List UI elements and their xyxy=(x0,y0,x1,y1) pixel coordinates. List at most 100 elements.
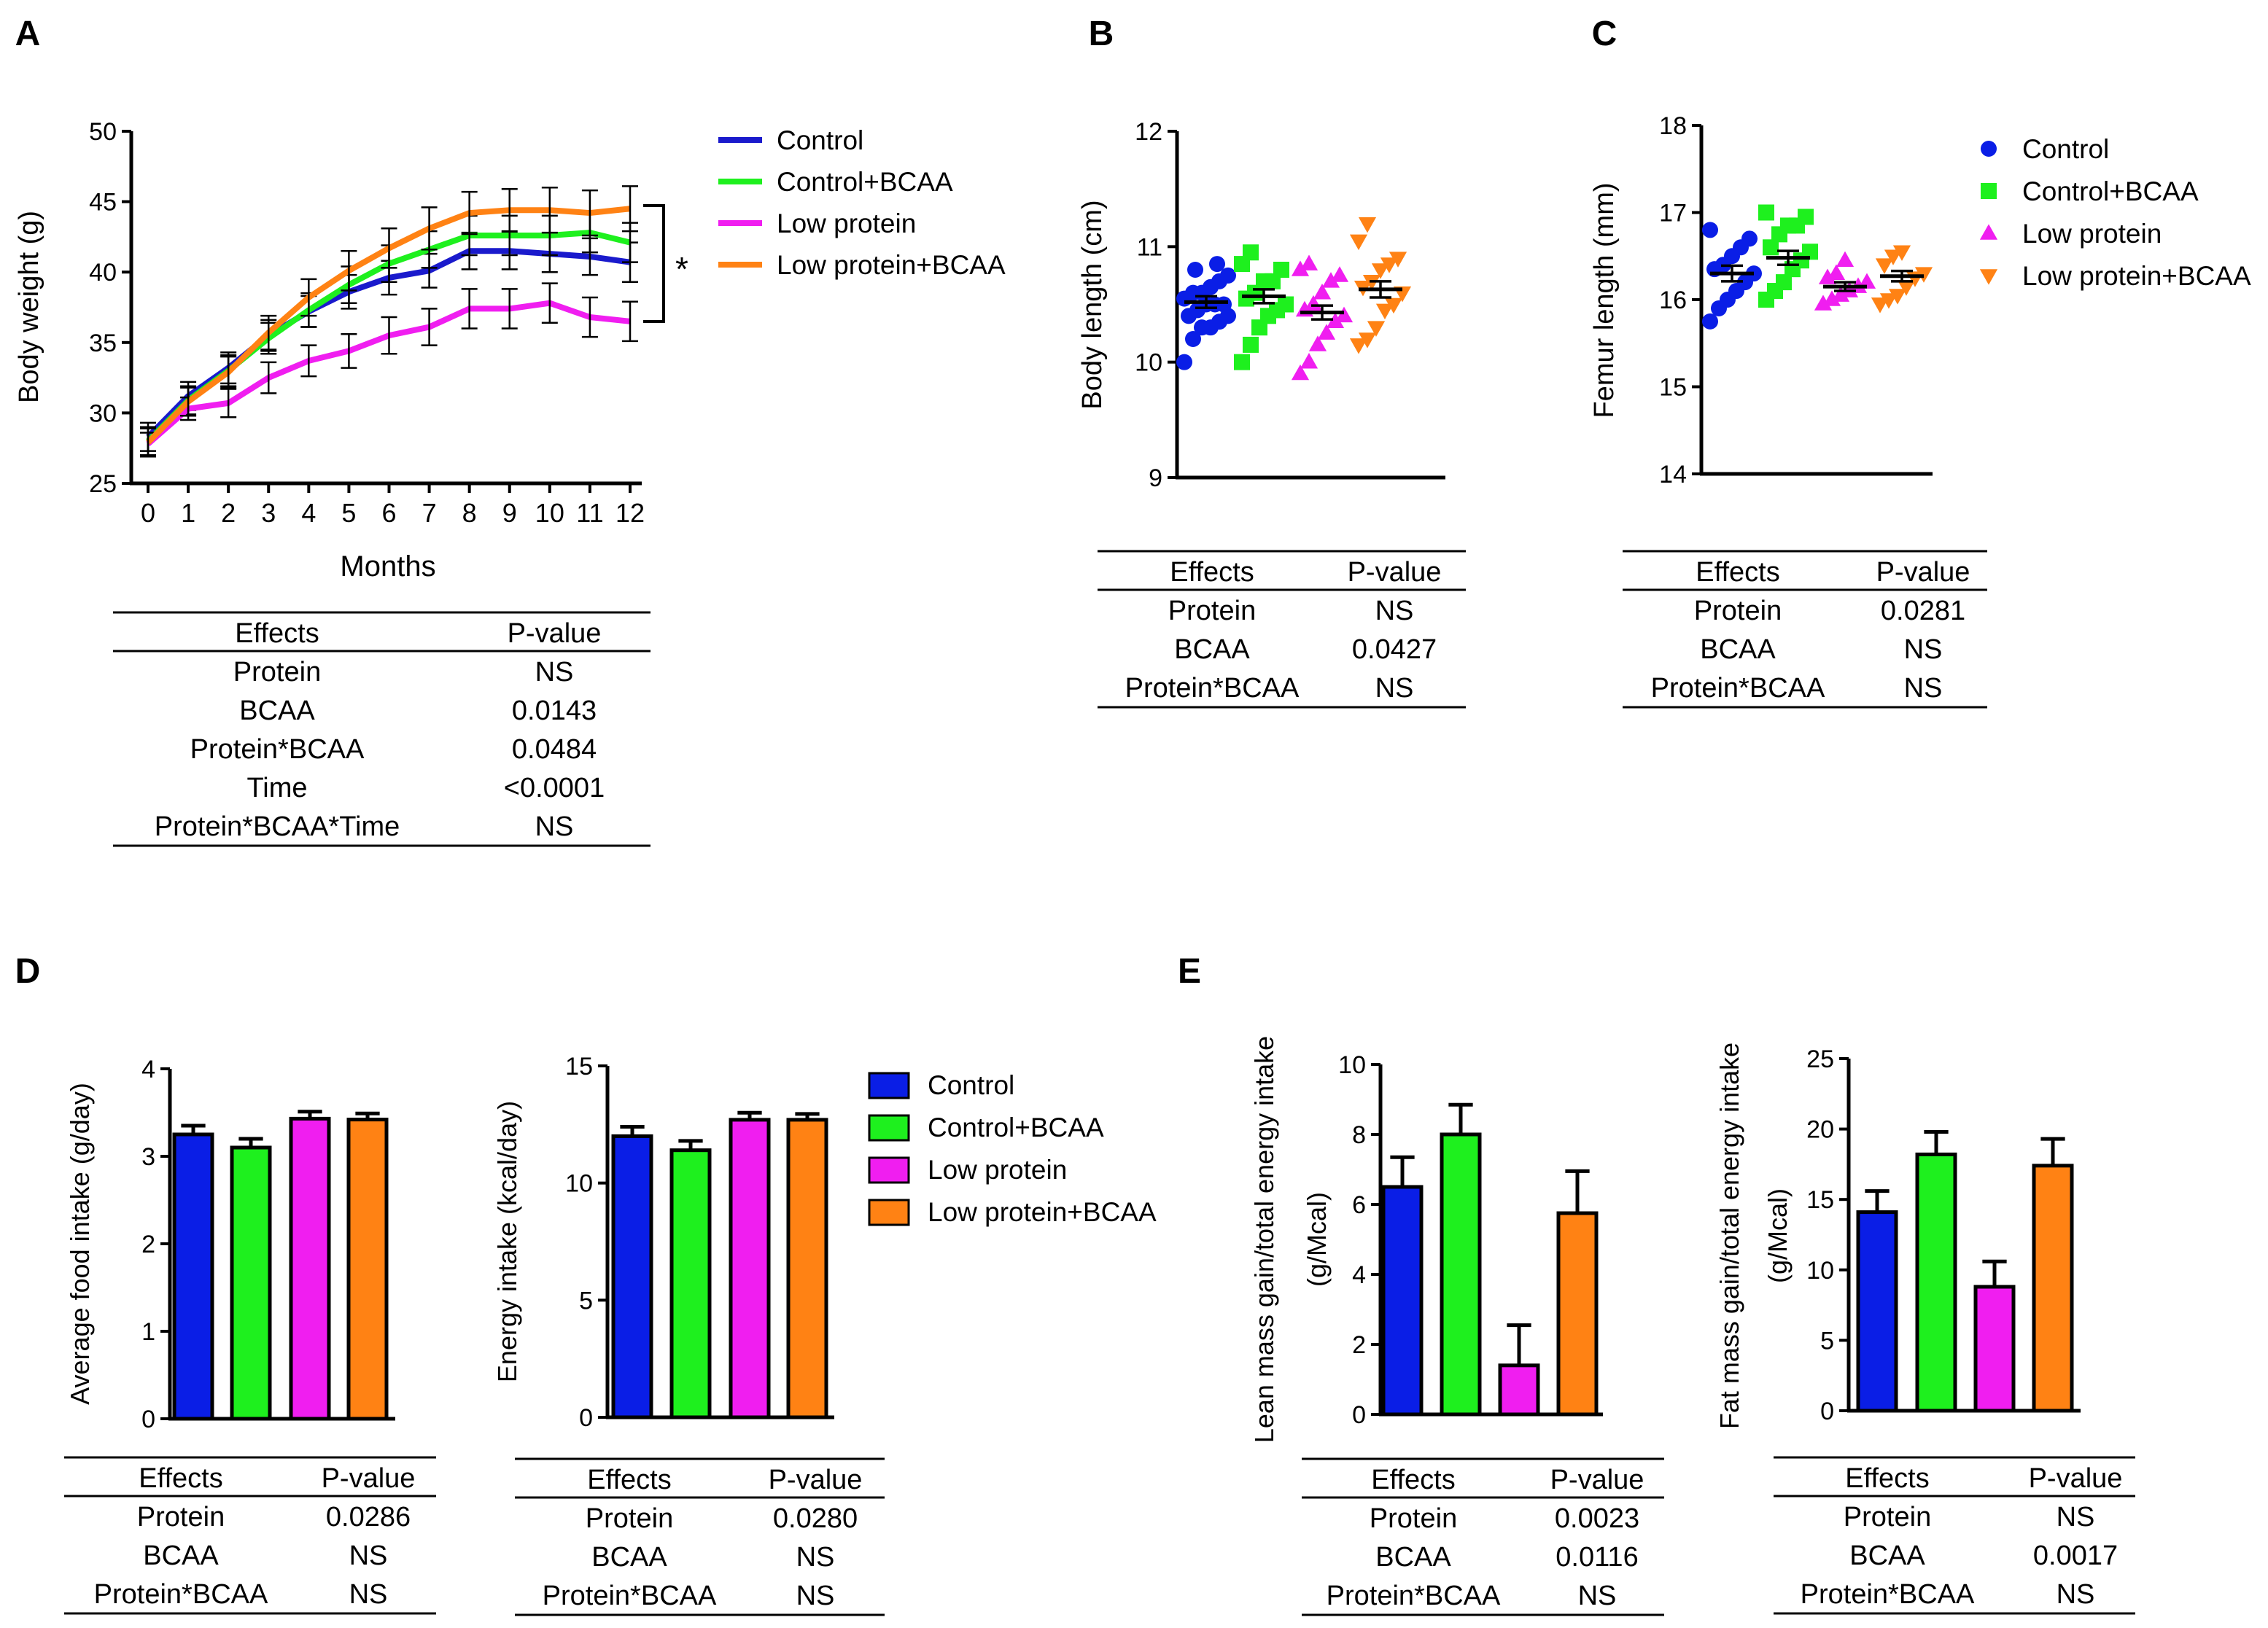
y-axis-title: Lean mass gain/total energy intake xyxy=(1249,1036,1279,1443)
y-tick-label: 0 xyxy=(579,1404,593,1432)
x-tick-label: 7 xyxy=(422,498,437,528)
y-tick-label: 10 xyxy=(1806,1257,1834,1285)
bar xyxy=(786,1118,828,1419)
y-tick-label: 0 xyxy=(1352,1401,1366,1429)
y-tick-label: 17 xyxy=(1659,200,1687,227)
y-axis-title: Femur length (mm) xyxy=(1589,182,1620,418)
table-cell-pvalue: 0.0286 xyxy=(326,1502,411,1532)
legend-swatch xyxy=(868,1072,910,1099)
data-point xyxy=(1371,263,1390,279)
panel-letter-c: C xyxy=(1592,15,1617,53)
data-point xyxy=(1304,295,1323,311)
y-tick-label: 0 xyxy=(141,1406,155,1433)
data-point xyxy=(1802,244,1818,260)
data-point xyxy=(1273,262,1289,278)
table-header-effects: Effects xyxy=(235,618,319,649)
table-header-pvalue: P-value xyxy=(322,1463,416,1494)
data-point xyxy=(1380,257,1399,273)
chart-e-fat-mass: 0 5 10 15 20 25 Fat mass gain/total energy int… xyxy=(1714,1043,2081,1429)
data-point xyxy=(1979,224,1998,240)
data-point xyxy=(1243,244,1259,261)
legend-label: Low protein xyxy=(777,209,916,238)
data-point xyxy=(1243,336,1259,353)
bar xyxy=(289,1116,331,1421)
table-header-effects: Effects xyxy=(587,1465,671,1495)
bar xyxy=(230,1145,272,1421)
panel-letter-b: B xyxy=(1089,15,1114,53)
table-cell-effect: BCAA xyxy=(1375,1542,1451,1573)
table-header-pvalue: P-value xyxy=(508,618,602,649)
data-point xyxy=(1317,324,1336,340)
data-point xyxy=(1330,266,1349,282)
data-point xyxy=(1176,354,1192,370)
y-tick-label: 5 xyxy=(579,1287,593,1315)
y-tick-label: 40 xyxy=(89,259,117,287)
data-point xyxy=(1818,268,1837,284)
table-header-pvalue: P-value xyxy=(2029,1463,2123,1494)
legend-label: Control xyxy=(2022,134,2109,164)
y-tick-label: 10 xyxy=(1135,349,1162,377)
table-cell-pvalue: NS xyxy=(2057,1502,2095,1532)
table-cell-effect: Protein xyxy=(233,657,321,688)
bar xyxy=(1856,1210,1898,1413)
legend-label: Control+BCAA xyxy=(777,167,953,197)
y-axis-title: Fat mass gain/total energy intake xyxy=(1714,1043,1744,1429)
table-cell-pvalue: NS xyxy=(1904,634,1943,665)
chart-d-food-intake: 0 1 2 3 4 Average food intake (g/day) xyxy=(65,1056,395,1433)
bar xyxy=(1973,1285,2016,1413)
table-cell-pvalue: 0.0484 xyxy=(512,734,597,765)
y-tick-label: 4 xyxy=(141,1056,155,1083)
y-tick-label: 45 xyxy=(89,189,117,217)
x-tick-label: 8 xyxy=(462,498,477,528)
data-point xyxy=(1892,245,1911,261)
chart-c-femur-length: 14 15 16 17 18 Femur length (mm) xyxy=(1589,112,1933,488)
data-point xyxy=(1313,284,1332,300)
table-cell-pvalue: NS xyxy=(535,657,574,688)
table-cell-pvalue: 0.0116 xyxy=(1556,1542,1638,1573)
stats-tables: Effects P-value Protein NS BCAA 0.0143 Protein… xyxy=(64,550,2135,1616)
chart-b-body-length: 9 10 11 12 Body length (cm) xyxy=(1077,118,1445,492)
bar xyxy=(2032,1164,2074,1413)
data-point xyxy=(1375,303,1394,320)
legends: Control Control+BCAA Low protein Low protei… xyxy=(718,125,2251,1227)
table-cell-effect: Protein*BCAA xyxy=(94,1579,268,1610)
table-header-effects: Effects xyxy=(1696,557,1779,588)
table-header-effects: Effects xyxy=(139,1463,222,1494)
data-point xyxy=(1358,332,1377,348)
data-point xyxy=(1326,312,1345,329)
y-tick-label: 4 xyxy=(1352,1261,1366,1289)
table-header-pvalue: P-value xyxy=(1876,557,1970,588)
x-tick-label: 5 xyxy=(341,498,356,528)
table-cell-effect: Protein*BCAA xyxy=(190,734,365,765)
y-tick-label: 3 xyxy=(141,1143,155,1171)
bar xyxy=(1915,1152,1957,1413)
legend-label: Control xyxy=(777,125,863,155)
table-cell-pvalue: NS xyxy=(349,1579,388,1610)
data-point xyxy=(1871,297,1890,313)
table-cell-pvalue: NS xyxy=(1375,673,1414,704)
x-tick-label: 11 xyxy=(576,498,603,528)
data-point xyxy=(1814,295,1833,311)
data-point xyxy=(1831,286,1850,302)
data-point xyxy=(1367,321,1386,337)
legend-label: Control+BCAA xyxy=(2022,176,2199,206)
legend-label: Low protein xyxy=(2022,219,2162,249)
data-point xyxy=(1384,297,1403,314)
chart-e-lean-mass: 0 2 4 6 8 10 Lean mass gain/total energy intak… xyxy=(1249,1036,1603,1443)
table-cell-pvalue: NS xyxy=(349,1541,388,1571)
table-cell-effect: Protein xyxy=(1694,596,1782,626)
data-point xyxy=(1897,280,1916,296)
data-point xyxy=(1763,239,1779,256)
y-axis-title: Body length (cm) xyxy=(1077,200,1108,409)
table-cell-effect: BCAA xyxy=(591,1542,667,1573)
data-point xyxy=(1187,262,1203,278)
y-tick-label: 8 xyxy=(1352,1121,1366,1149)
table-cell-effect: Protein xyxy=(1370,1503,1457,1534)
data-point xyxy=(1300,353,1319,369)
y-axis-title-units: (g/Mcal) xyxy=(1302,1192,1332,1287)
data-point xyxy=(1758,204,1774,221)
y-tick-label: 15 xyxy=(1806,1186,1834,1214)
data-point xyxy=(1216,296,1232,313)
table-cell-pvalue: NS xyxy=(535,811,574,842)
